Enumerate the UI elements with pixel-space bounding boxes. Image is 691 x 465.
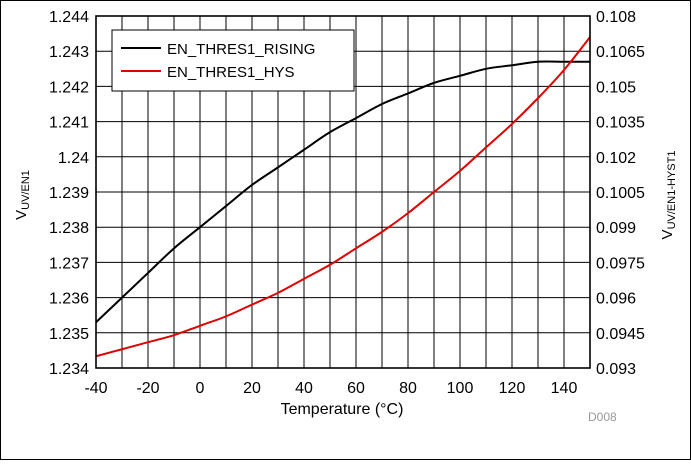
y-right-tick-label: 0.0975 [596, 255, 645, 272]
x-tick-label: 100 [447, 380, 474, 397]
y-left-tick-label: 1.235 [49, 326, 89, 343]
series-layer [95, 36, 591, 358]
plot-border [95, 15, 591, 369]
y-left-tick-labels: 1.244 1.243 1.242 1.241 1.24 1.239 1.238 1.237 1… [49, 9, 89, 378]
y-right-tick-label: 0.102 [596, 150, 636, 167]
y-left-tick-label: 1.236 [49, 291, 89, 308]
y-right-tick-label: 0.0945 [596, 326, 645, 343]
x-tick-label: 120 [499, 380, 526, 397]
y-right-tick-label: 0.108 [596, 9, 636, 26]
y-left-tick-label: 1.242 [49, 79, 89, 96]
y-left-tick-label: 1.239 [49, 185, 89, 202]
y-right-tick-label: 0.093 [596, 361, 636, 378]
x-tick-label: 80 [399, 380, 417, 397]
x-tick-label: 60 [347, 380, 365, 397]
series-line-hys [95, 36, 591, 358]
y-left-tick-label: 1.244 [49, 9, 89, 26]
y-axis-label-left: VUV/EN1 [13, 170, 32, 220]
x-tick-labels: -40 -20 0 20 40 60 80 100 120 140 [84, 380, 577, 397]
y-left-tick-label: 1.234 [49, 361, 89, 378]
y-right-tick-label: 0.099 [596, 220, 636, 237]
legend: EN_THRES1_RISING EN_THRES1_HYS [111, 29, 355, 92]
legend-label-hys: EN_THRES1_HYS [167, 64, 295, 81]
y-left-tick-label: 1.238 [49, 220, 89, 237]
y-left-tick-label: 1.24 [58, 150, 89, 167]
legend-box [111, 29, 355, 92]
y-right-tick-label: 0.096 [596, 291, 636, 308]
x-tick-label: 0 [196, 380, 205, 397]
y-right-tick-label: 0.1035 [596, 115, 645, 132]
x-tick-label: 40 [295, 380, 313, 397]
y-left-tick-label: 1.237 [49, 255, 89, 272]
y-left-tick-label: 1.243 [49, 44, 89, 61]
y-right-tick-label: 0.105 [596, 79, 636, 96]
figure-id: D008 [588, 410, 617, 424]
legend-label-rising: EN_THRES1_RISING [167, 41, 315, 58]
y-axis-label-right: VUV/EN1-HYST1 [659, 151, 678, 240]
y-right-tick-label: 0.1065 [596, 44, 645, 61]
x-axis-label: Temperature (°C) [281, 401, 404, 418]
y-right-tick-label: 0.1005 [596, 185, 645, 202]
y-right-tick-labels: 0.108 0.1065 0.105 0.1035 0.102 0.1005 0.099 0.… [596, 9, 645, 378]
y-left-tick-label: 1.241 [49, 115, 89, 132]
x-tick-label: -40 [84, 380, 107, 397]
x-tick-label: 20 [243, 380, 261, 397]
x-tick-label: 140 [551, 380, 578, 397]
x-tick-label: -20 [136, 380, 159, 397]
series-line-rising [95, 60, 590, 323]
